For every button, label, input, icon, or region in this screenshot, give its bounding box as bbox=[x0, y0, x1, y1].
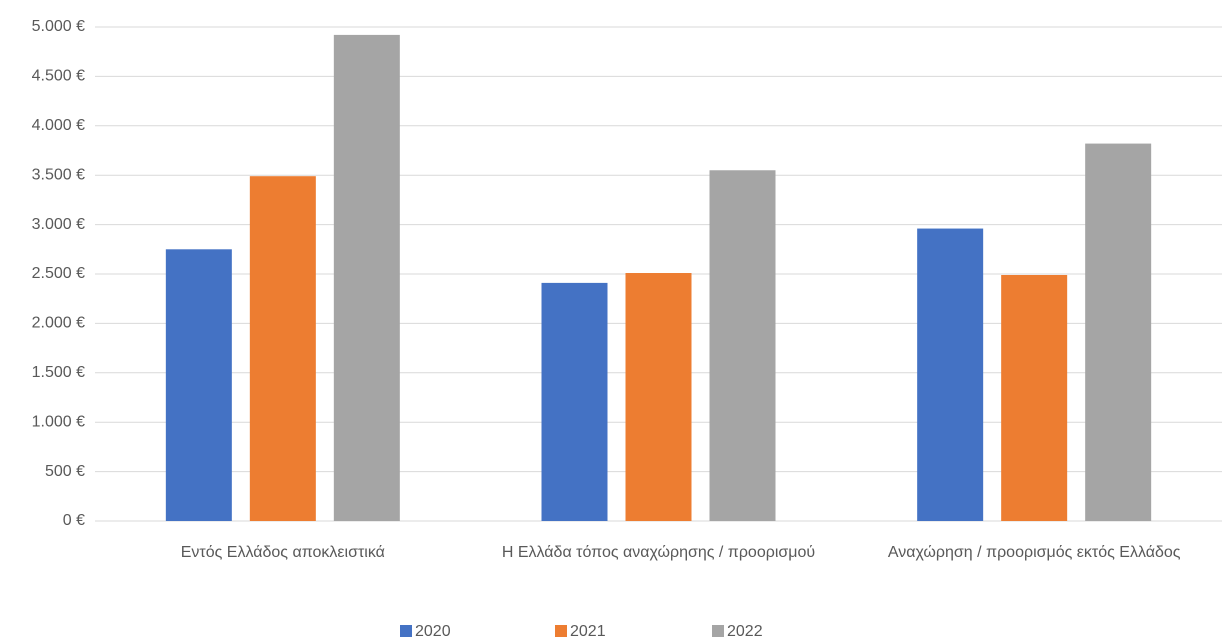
y-tick-label: 2.000 € bbox=[32, 315, 85, 332]
x-tick-label: Η Ελλάδα τόπος αναχώρησης / προορισμού bbox=[501, 544, 816, 561]
legend-swatch bbox=[400, 625, 412, 637]
y-tick-label: 1.500 € bbox=[32, 364, 85, 381]
bar bbox=[917, 228, 984, 521]
legend-label: 2020 bbox=[415, 623, 451, 639]
bar bbox=[1001, 274, 1068, 521]
legend-swatch bbox=[712, 625, 724, 637]
y-tick-label: 3.500 € bbox=[32, 166, 85, 183]
x-tick-label: Αναχώρηση / προορισμός εκτός Ελλάδος bbox=[887, 544, 1181, 561]
bar bbox=[249, 176, 316, 522]
legend-label: 2022 bbox=[727, 623, 763, 639]
y-tick-label: 500 € bbox=[45, 463, 85, 480]
bar bbox=[333, 34, 400, 522]
bar bbox=[625, 273, 692, 521]
legend-label: 2021 bbox=[570, 623, 606, 639]
bar bbox=[709, 170, 776, 521]
x-tick-label: Εντός Ελλάδος αποκλειστικά bbox=[180, 544, 385, 561]
y-tick-label: 2.500 € bbox=[32, 265, 85, 282]
bar bbox=[1085, 143, 1152, 522]
y-tick-label: 4.000 € bbox=[32, 117, 85, 134]
legend-swatch bbox=[555, 625, 567, 637]
y-tick-label: 3.000 € bbox=[32, 216, 85, 233]
y-tick-label: 0 € bbox=[63, 512, 85, 529]
y-tick-label: 1.000 € bbox=[32, 413, 85, 430]
bar bbox=[165, 249, 232, 522]
y-tick-label: 5.000 € bbox=[32, 18, 85, 35]
bar bbox=[541, 282, 608, 521]
y-tick-label: 4.500 € bbox=[32, 68, 85, 85]
